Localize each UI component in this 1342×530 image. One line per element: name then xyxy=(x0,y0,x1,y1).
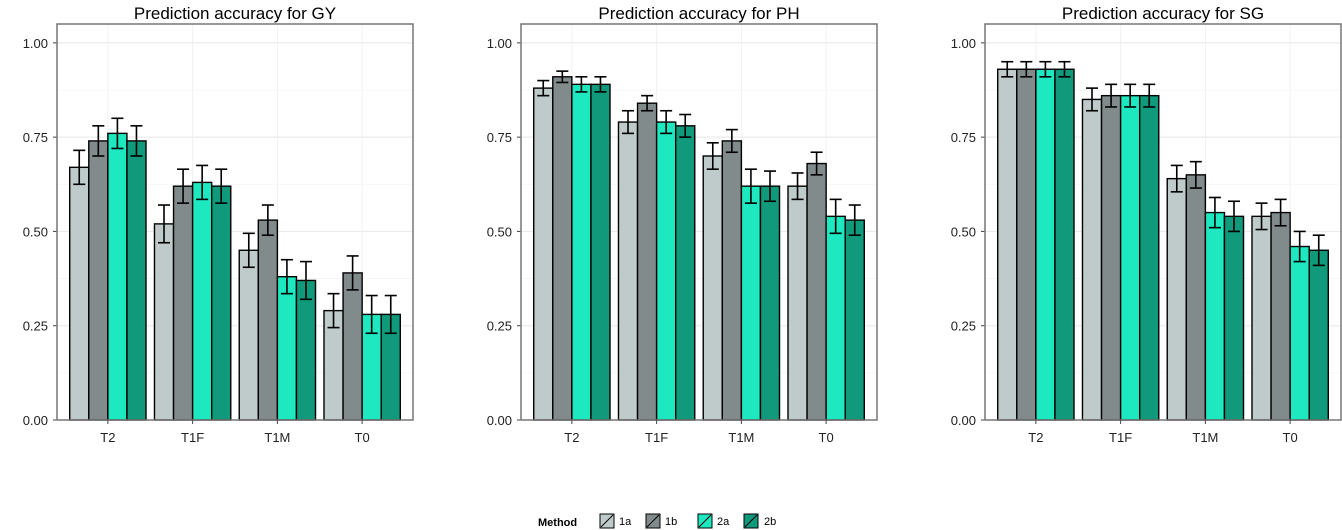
bar-2b-T1F xyxy=(210,185,232,421)
y-tick-label: 0.00 xyxy=(23,413,48,428)
bar-2a-T1F xyxy=(655,121,677,421)
bar-1b-T0 xyxy=(342,272,363,421)
bar-1a-T1F xyxy=(617,121,639,421)
bar-1b-T0 xyxy=(1270,211,1291,421)
bar-2b-T1F xyxy=(1138,94,1160,421)
bar-2a-T0 xyxy=(825,215,846,421)
bar-1a-T2 xyxy=(69,166,90,421)
legend-swatch-1b-slash xyxy=(646,514,660,528)
x-tick-label: T2 xyxy=(564,430,579,445)
bar-2a-T1F xyxy=(1119,94,1141,421)
bar-2a-T2 xyxy=(1035,68,1056,421)
y-tick-label: 0.50 xyxy=(23,224,48,239)
y-tick-label: 1.00 xyxy=(487,36,512,51)
x-tick-label: T0 xyxy=(355,430,370,445)
x-tick-label: T0 xyxy=(819,430,834,445)
y-tick-label: 1.00 xyxy=(951,36,976,51)
bar-1a-T2 xyxy=(533,87,554,421)
bar-2a-T0 xyxy=(1289,245,1310,421)
plot-border xyxy=(56,23,414,421)
bar-2a-T2 xyxy=(107,132,128,421)
bar-1a-T1F xyxy=(153,223,175,421)
bar-1b-T2 xyxy=(552,76,573,421)
legend-label-2b: 2b xyxy=(764,516,776,528)
bar-1b-T1F xyxy=(1100,94,1122,421)
bar-1a-T0 xyxy=(787,185,808,421)
bar-2a-T1M xyxy=(740,185,762,421)
legend-label-2a: 2a xyxy=(717,516,730,528)
y-tick-label: 1.00 xyxy=(23,36,48,51)
y-tick-label: 0.75 xyxy=(487,130,512,145)
bar-2b-T1M xyxy=(1223,215,1245,421)
x-tick-label: T2 xyxy=(100,430,115,445)
x-tick-label: T1F xyxy=(181,430,204,445)
panel-1: Prediction accuracy for GY 0.00 0.25 0.50 0.… xyxy=(23,4,414,445)
bar-2b-T2 xyxy=(126,140,147,421)
bar-2b-T1M xyxy=(759,185,781,421)
y-tick-label: 0.00 xyxy=(951,413,976,428)
panel-3: Prediction accuracy for SG 0.00 0.25 0.50 0.… xyxy=(951,4,1342,445)
legend-label-1a: 1a xyxy=(619,516,632,528)
y-tick-label: 0.25 xyxy=(951,319,976,334)
bar-1a-T1M xyxy=(238,249,260,421)
bar-2a-T1M xyxy=(1204,211,1226,421)
panel-title: Prediction accuracy for SG xyxy=(1062,4,1264,23)
y-tick-label: 0.50 xyxy=(487,224,512,239)
bar-2a-T1F xyxy=(191,181,213,421)
plot-border xyxy=(984,23,1342,421)
legend-title: Method xyxy=(538,517,577,529)
bar-2a-T2 xyxy=(571,83,592,421)
bar-1b-T1M xyxy=(721,140,743,421)
legend-swatch-2a-slash xyxy=(698,514,712,528)
x-tick-label: T1M xyxy=(264,430,290,445)
y-tick-label: 0.50 xyxy=(951,224,976,239)
x-tick-label: T0 xyxy=(1283,430,1298,445)
legend: Method 1a 1b 2a 2b xyxy=(538,513,776,529)
legend-swatch-1a-slash xyxy=(600,514,614,528)
bar-1b-T1F xyxy=(636,102,658,421)
y-tick-label: 0.75 xyxy=(951,130,976,145)
bar-1b-T1F xyxy=(172,185,194,421)
y-tick-label: 0.25 xyxy=(487,319,512,334)
x-tick-label: T1M xyxy=(728,430,754,445)
bar-1b-T1M xyxy=(1185,174,1207,421)
legend-swatch-2b-slash xyxy=(744,514,758,528)
chart-panels: Prediction accuracy for GY 0.00 0.25 0.50 0.… xyxy=(23,4,1342,445)
bar-2b-T1F xyxy=(674,125,696,421)
panel-2: Prediction accuracy for PH 0.00 0.25 0.50 0.… xyxy=(487,4,878,445)
bar-1b-T0 xyxy=(806,162,827,421)
bar-1b-T2 xyxy=(1016,68,1037,421)
bar-2a-T1M xyxy=(276,275,298,421)
bar-1a-T0 xyxy=(1251,215,1272,421)
bar-2b-T2 xyxy=(590,83,611,421)
bar-1a-T1F xyxy=(1081,98,1103,421)
bar-1a-T2 xyxy=(997,68,1018,421)
bar-2b-T1M xyxy=(295,279,317,421)
panel-title: Prediction accuracy for PH xyxy=(598,4,799,23)
bar-2b-T0 xyxy=(844,219,865,421)
legend-label-1b: 1b xyxy=(665,516,677,528)
x-tick-label: T1M xyxy=(1192,430,1218,445)
y-tick-label: 0.00 xyxy=(487,413,512,428)
bar-1b-T2 xyxy=(88,140,109,421)
y-tick-label: 0.25 xyxy=(23,319,48,334)
bar-1a-T1M xyxy=(702,155,724,421)
bar-1a-T1M xyxy=(1166,177,1188,421)
panel-title: Prediction accuracy for GY xyxy=(134,4,336,23)
x-tick-label: T2 xyxy=(1028,430,1043,445)
bar-2b-T0 xyxy=(1308,249,1329,421)
y-tick-label: 0.75 xyxy=(23,130,48,145)
bar-2b-T2 xyxy=(1054,68,1075,421)
x-tick-label: T1F xyxy=(645,430,668,445)
plot-border xyxy=(520,23,878,421)
x-tick-label: T1F xyxy=(1109,430,1132,445)
bar-1b-T1M xyxy=(257,219,279,421)
